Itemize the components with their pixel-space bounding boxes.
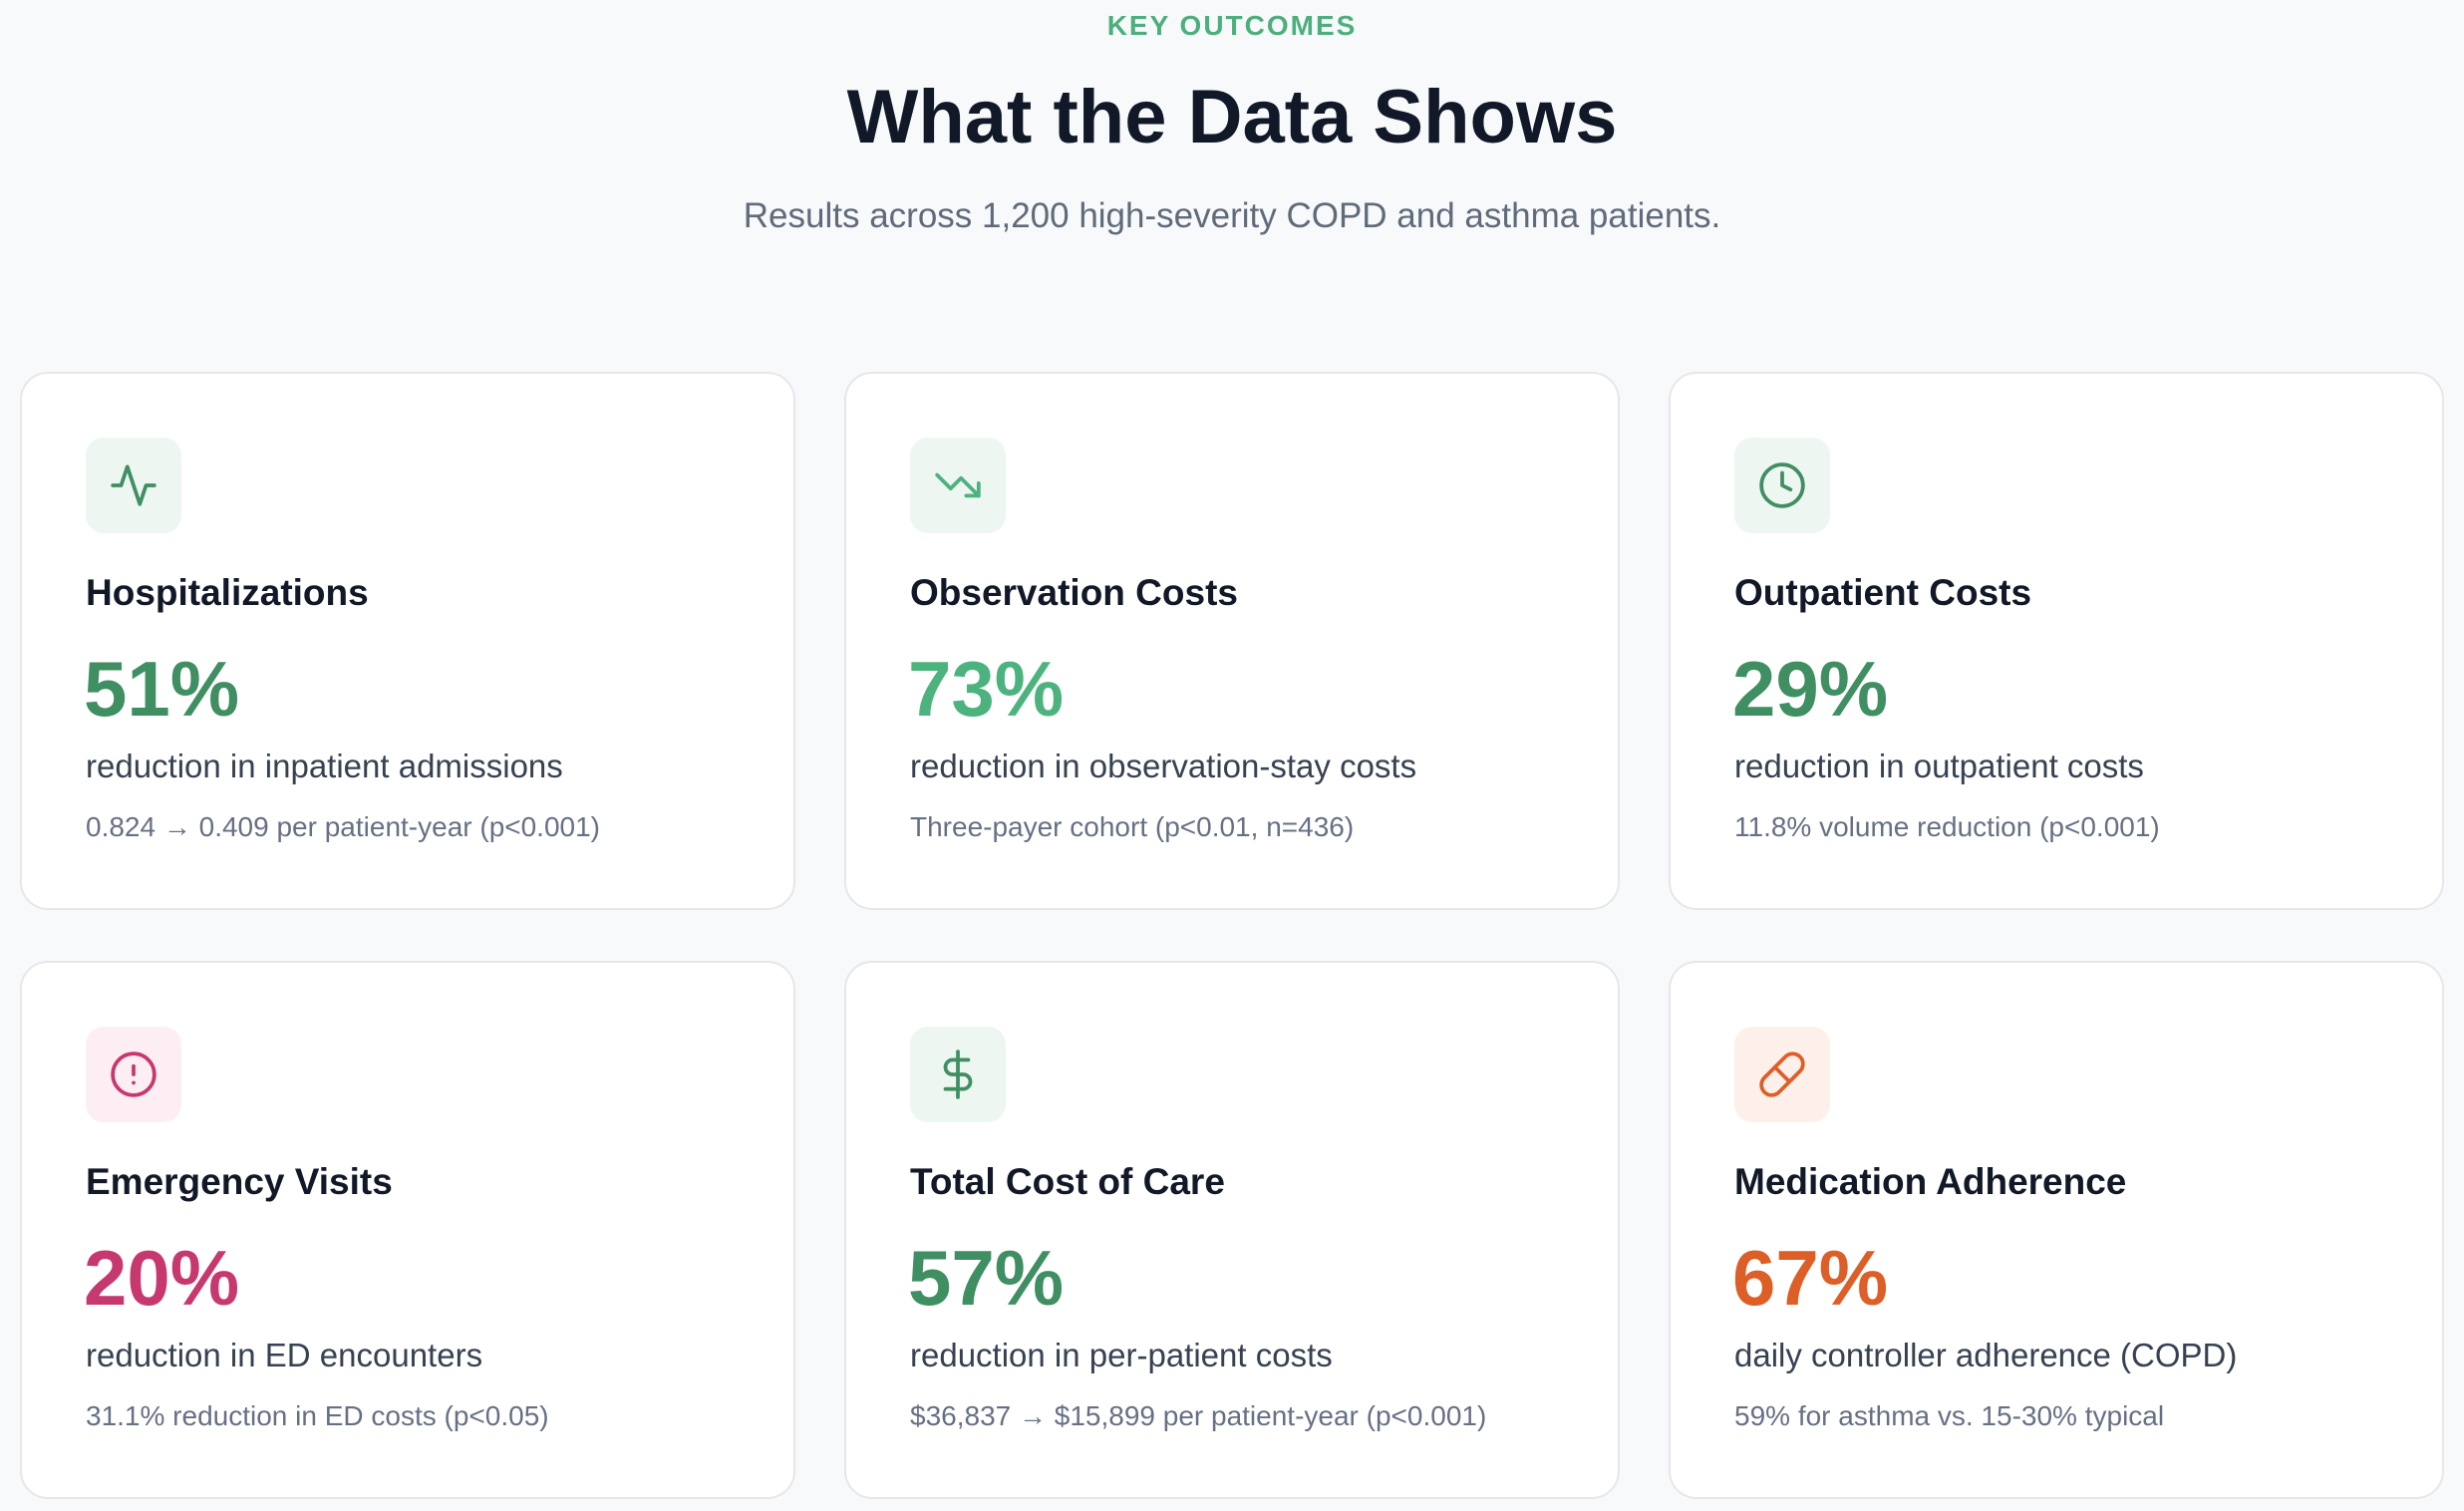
card-value: 29% <box>1732 645 1889 733</box>
card-value: 73% <box>908 645 1065 733</box>
card-note: 59% for asthma vs. 15-30% typical <box>1734 1400 2165 1431</box>
card-description: daily controller adherence (COPD) <box>1734 1337 2238 1373</box>
outcome-card-total-cost-of-care: Total Cost of Care 57% reduction in per-… <box>844 961 1620 1499</box>
alert-circle-icon <box>86 1027 181 1122</box>
outcome-card-outpatient-costs: Outpatient Costs 29% reduction in outpat… <box>1669 372 2444 910</box>
outcome-card-emergency-visits: Emergency Visits 20% reduction in ED enc… <box>20 961 795 1499</box>
card-value: 51% <box>84 645 240 733</box>
outcome-card-observation-costs: Observation Costs 73% reduction in obser… <box>844 372 1620 910</box>
section-subtitle: Results across 1,200 high-severity COPD … <box>743 196 1721 235</box>
card-title: Hospitalizations <box>86 572 369 613</box>
card-note: 11.8% volume reduction (p<0.001) <box>1734 811 2160 842</box>
section-eyebrow: KEY OUTCOMES <box>1106 10 1358 41</box>
card-value: 20% <box>84 1234 240 1322</box>
card-description: reduction in outpatient costs <box>1734 748 2144 784</box>
card-description: reduction in observation-stay costs <box>910 748 1417 784</box>
card-title: Medication Adherence <box>1734 1161 2127 1202</box>
activity-icon <box>86 438 181 533</box>
card-note: 31.1% reduction in ED costs (p<0.05) <box>86 1400 549 1431</box>
card-description: reduction in per-patient costs <box>910 1337 1333 1373</box>
card-note: 0.824 → 0.409 per patient-year (p<0.001) <box>86 811 601 842</box>
card-title: Total Cost of Care <box>910 1161 1225 1202</box>
outcomes-grid: Hospitalizations 51% reduction in inpati… <box>20 372 2444 1511</box>
section-title: What the Data Shows <box>846 75 1618 159</box>
card-value: 57% <box>908 1234 1065 1322</box>
card-description: reduction in inpatient admissions <box>86 748 563 784</box>
card-value: 67% <box>1732 1234 1889 1322</box>
card-title: Outpatient Costs <box>1734 572 2032 613</box>
card-title: Observation Costs <box>910 572 1238 613</box>
outcome-card-hospitalizations: Hospitalizations 51% reduction in inpati… <box>20 372 795 910</box>
card-note: $36,837 → $15,899 per patient-year (p<0.… <box>910 1400 1487 1431</box>
card-note: Three-payer cohort (p<0.01, n=436) <box>910 811 1355 842</box>
dollar-sign-icon <box>910 1027 1006 1122</box>
card-description: reduction in ED encounters <box>86 1337 483 1373</box>
card-title: Emergency Visits <box>86 1161 393 1202</box>
pill-icon <box>1734 1027 1830 1122</box>
clock-icon <box>1734 438 1830 533</box>
trending-down-icon <box>910 438 1006 533</box>
outcome-card-medication-adherence: Medication Adherence 67% daily controlle… <box>1669 961 2444 1499</box>
